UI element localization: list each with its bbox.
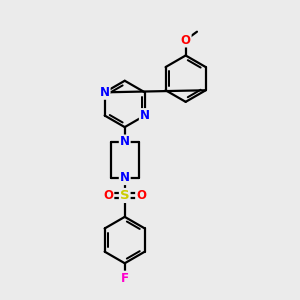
Text: F: F [121,272,129,285]
Text: N: N [100,86,110,99]
Text: N: N [120,136,130,148]
Text: O: O [181,34,191,46]
Text: O: O [136,189,146,202]
Text: S: S [120,189,130,202]
Text: N: N [120,171,130,184]
Text: O: O [103,189,113,202]
Text: N: N [140,109,150,122]
